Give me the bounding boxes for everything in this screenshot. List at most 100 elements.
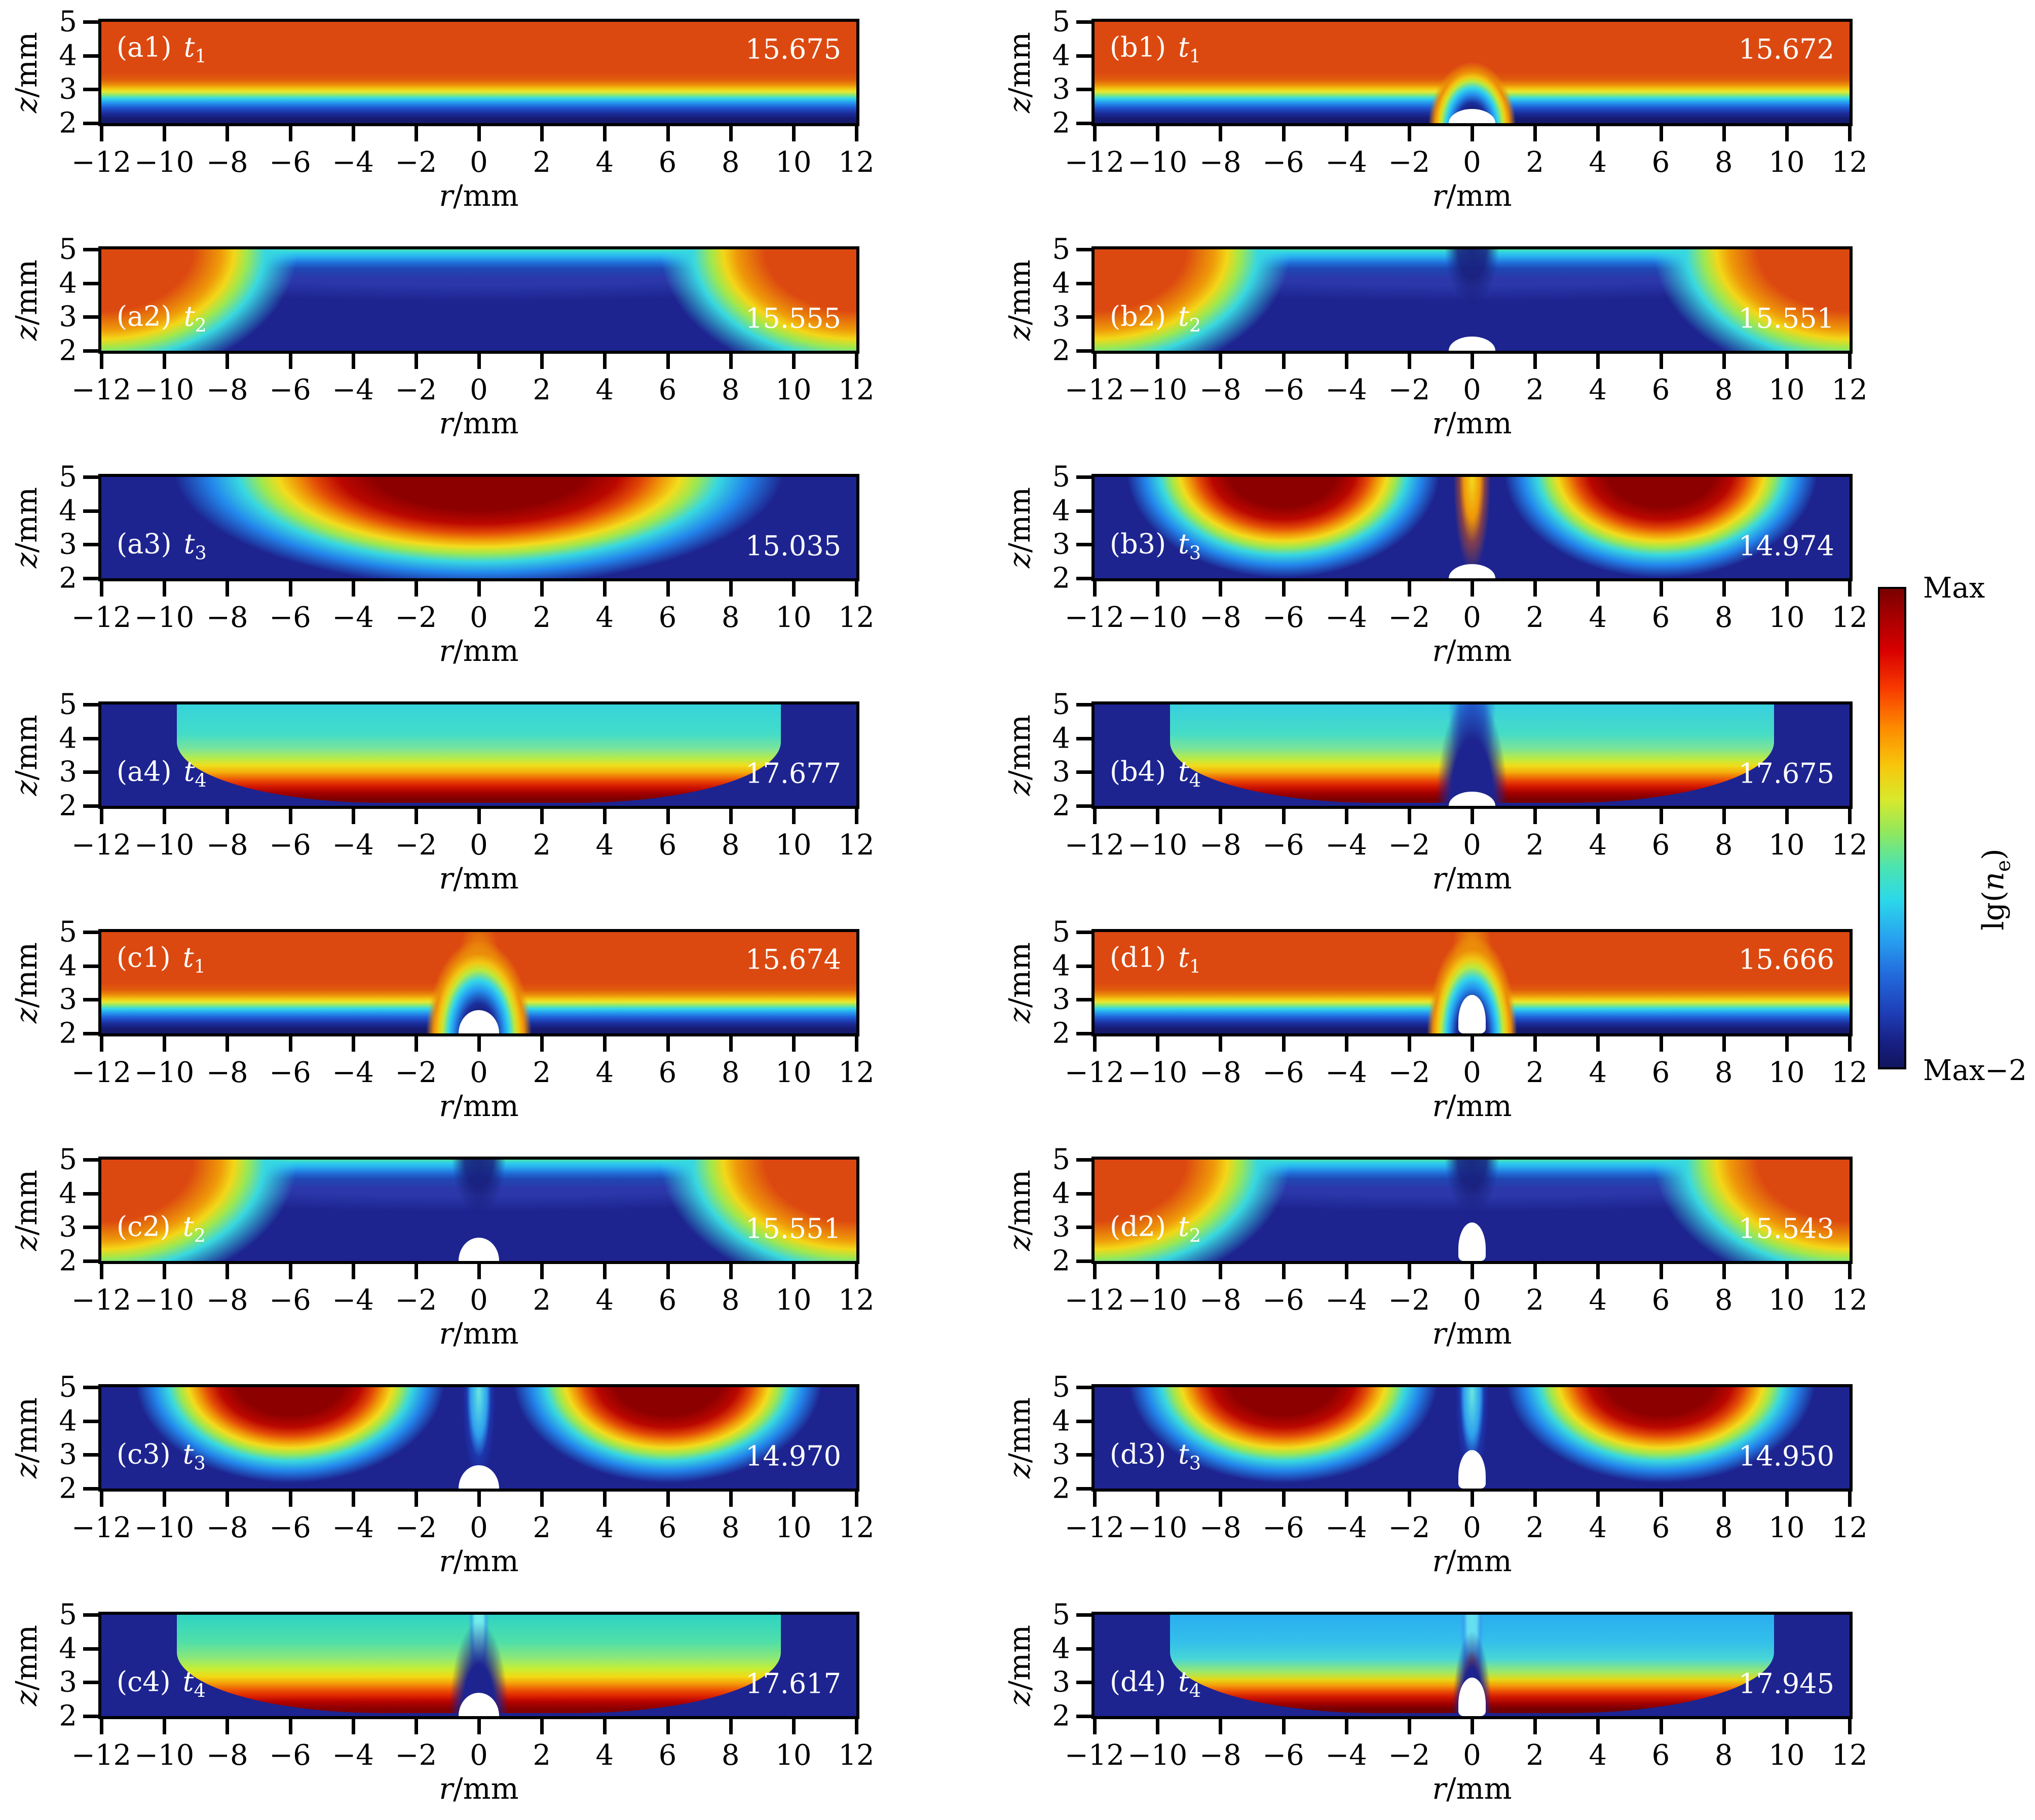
heatmap-plot: (c1) t1 15.674: [98, 929, 859, 1036]
x-tick-mark: [414, 354, 418, 369]
x-tick-label: −8: [206, 601, 248, 634]
y-tick-mark: [83, 1386, 98, 1389]
x-tick-label: 12: [1831, 829, 1868, 862]
x-tick-mark: [855, 1719, 858, 1734]
x-tick-mark: [1407, 1492, 1411, 1507]
heatmap-plot: (b2) t2 15.551: [1091, 246, 1853, 354]
x-tick-label: −2: [395, 1511, 437, 1544]
y-tick-label: 2: [59, 1699, 77, 1733]
x-tick-label: −4: [332, 829, 374, 862]
panel-tag: (a4): [117, 755, 172, 788]
x-tick-label: −6: [1262, 829, 1304, 862]
x-tick-label: 8: [1714, 1056, 1733, 1089]
x-tick-label: 2: [533, 146, 551, 179]
y-tick-label: 4: [1052, 494, 1070, 528]
x-tick-label: 10: [1768, 1739, 1805, 1772]
x-tick-label: 6: [1651, 1284, 1670, 1317]
x-tick-mark: [1282, 126, 1286, 141]
x-tick-mark: [1093, 1264, 1097, 1279]
x-tick-label: −10: [1127, 829, 1188, 862]
x-tick-mark: [855, 1264, 858, 1279]
x-axis-unit: /mm: [1446, 178, 1512, 213]
x-tick-mark: [351, 1492, 355, 1507]
panel-label: (c4) t4: [117, 1666, 206, 1702]
y-tick-mark: [83, 964, 98, 968]
x-tick-label: 10: [775, 374, 812, 406]
panel-label: (c1) t1: [117, 942, 206, 978]
x-tick-label: 10: [775, 1511, 812, 1544]
x-tick-mark: [163, 1492, 167, 1507]
x-axis-unit: /mm: [453, 861, 519, 896]
x-tick-label: −4: [1325, 829, 1367, 862]
x-tick-mark: [1533, 581, 1537, 597]
x-tick-mark: [1785, 126, 1789, 141]
x-tick-mark: [792, 581, 796, 597]
x-tick-mark: [603, 126, 607, 141]
x-tick-mark: [540, 1492, 544, 1507]
x-tick-label: 4: [595, 1511, 614, 1544]
x-axis-label: r/mm: [439, 1316, 518, 1351]
x-tick-mark: [1659, 1719, 1663, 1734]
time-symbol: t: [1178, 941, 1189, 974]
x-tick-label: −6: [269, 601, 311, 634]
y-tick-label: 2: [59, 562, 77, 595]
time-symbol: t: [182, 1210, 194, 1243]
y-tick-mark: [1076, 543, 1091, 547]
x-tick-mark: [1282, 1492, 1286, 1507]
x-tick-mark: [288, 1719, 292, 1734]
panel-label: (a1) t1: [117, 31, 207, 67]
x-tick-mark: [792, 126, 796, 141]
y-tick-mark: [83, 998, 98, 1002]
y-tick-label: 3: [1052, 300, 1070, 333]
panel-label: (b2) t2: [1110, 301, 1201, 337]
x-tick-label: 4: [595, 1739, 614, 1772]
x-tick-label: 0: [470, 1511, 488, 1544]
panel-tag: (b4): [1110, 755, 1166, 788]
x-tick-label: −2: [1388, 1739, 1430, 1772]
y-tick-label: 4: [59, 1404, 77, 1438]
x-tick-label: 4: [1589, 1284, 1607, 1317]
x-tick-mark: [288, 126, 292, 141]
time-symbol: t: [1178, 528, 1189, 560]
y-tick-mark: [83, 1259, 98, 1263]
x-tick-mark: [1848, 354, 1852, 369]
x-tick-mark: [414, 126, 418, 141]
x-tick-label: 12: [1831, 1056, 1868, 1089]
x-tick-label: 10: [1768, 829, 1805, 862]
x-axis-unit: /mm: [453, 406, 519, 440]
x-tick-mark: [1785, 354, 1789, 369]
x-axis-variable: r: [439, 1771, 454, 1806]
x-tick-mark: [1093, 354, 1097, 369]
x-tick-label: −12: [71, 601, 132, 634]
x-tick-label: −10: [134, 601, 195, 634]
x-tick-mark: [1596, 581, 1600, 597]
heatmap-plot: (b4) t4 17.675: [1091, 701, 1853, 809]
x-tick-label: 2: [1526, 1511, 1544, 1544]
y-tick-label: 5: [1052, 1598, 1070, 1631]
panel-label: (c3) t3: [117, 1438, 206, 1474]
y-tick-mark: [83, 54, 98, 58]
x-tick-mark: [414, 1264, 418, 1279]
x-tick-mark: [1344, 1719, 1348, 1734]
time-subscript: 1: [194, 955, 206, 978]
x-tick-mark: [1219, 1036, 1223, 1052]
x-tick-label: −8: [1199, 829, 1241, 862]
x-tick-label: −6: [1262, 1511, 1304, 1544]
x-tick-label: 2: [533, 829, 551, 862]
x-axis-label: r/mm: [439, 634, 518, 668]
x-axis-variable: r: [1432, 1089, 1447, 1123]
time-subscript: 4: [194, 1680, 206, 1702]
time-symbol: t: [1178, 31, 1189, 63]
x-tick-mark: [1344, 1036, 1348, 1052]
y-tick-label: 3: [1052, 755, 1070, 789]
x-tick-label: −10: [134, 1056, 195, 1089]
x-tick-mark: [540, 581, 544, 597]
y-tick-label: 5: [59, 233, 77, 266]
x-tick-mark: [1533, 809, 1537, 824]
time-symbol: t: [1178, 1665, 1189, 1698]
panel-tag: (c1): [117, 941, 171, 974]
x-tick-mark: [1533, 1492, 1537, 1507]
